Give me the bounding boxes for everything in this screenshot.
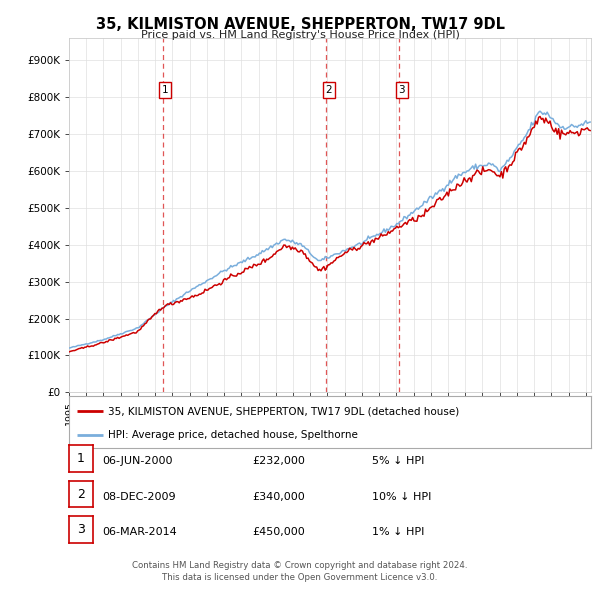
Text: Contains HM Land Registry data © Crown copyright and database right 2024.
This d: Contains HM Land Registry data © Crown c… bbox=[132, 561, 468, 582]
Text: Price paid vs. HM Land Registry's House Price Index (HPI): Price paid vs. HM Land Registry's House … bbox=[140, 30, 460, 40]
Text: 10% ↓ HPI: 10% ↓ HPI bbox=[372, 492, 431, 502]
Text: £232,000: £232,000 bbox=[252, 457, 305, 466]
Text: 3: 3 bbox=[398, 85, 405, 95]
Text: 06-JUN-2000: 06-JUN-2000 bbox=[102, 457, 173, 466]
Text: £340,000: £340,000 bbox=[252, 492, 305, 502]
Text: 5% ↓ HPI: 5% ↓ HPI bbox=[372, 457, 424, 466]
Text: £450,000: £450,000 bbox=[252, 527, 305, 537]
Text: 35, KILMISTON AVENUE, SHEPPERTON, TW17 9DL (detached house): 35, KILMISTON AVENUE, SHEPPERTON, TW17 9… bbox=[108, 406, 460, 416]
Text: 08-DEC-2009: 08-DEC-2009 bbox=[102, 492, 176, 502]
Text: HPI: Average price, detached house, Spelthorne: HPI: Average price, detached house, Spel… bbox=[108, 431, 358, 440]
Text: 1: 1 bbox=[162, 85, 169, 95]
Text: 1% ↓ HPI: 1% ↓ HPI bbox=[372, 527, 424, 537]
Text: 3: 3 bbox=[77, 523, 85, 536]
Text: 2: 2 bbox=[325, 85, 332, 95]
Text: 2: 2 bbox=[77, 487, 85, 501]
Text: 1: 1 bbox=[77, 452, 85, 466]
Text: 35, KILMISTON AVENUE, SHEPPERTON, TW17 9DL: 35, KILMISTON AVENUE, SHEPPERTON, TW17 9… bbox=[95, 17, 505, 31]
Text: 06-MAR-2014: 06-MAR-2014 bbox=[102, 527, 177, 537]
